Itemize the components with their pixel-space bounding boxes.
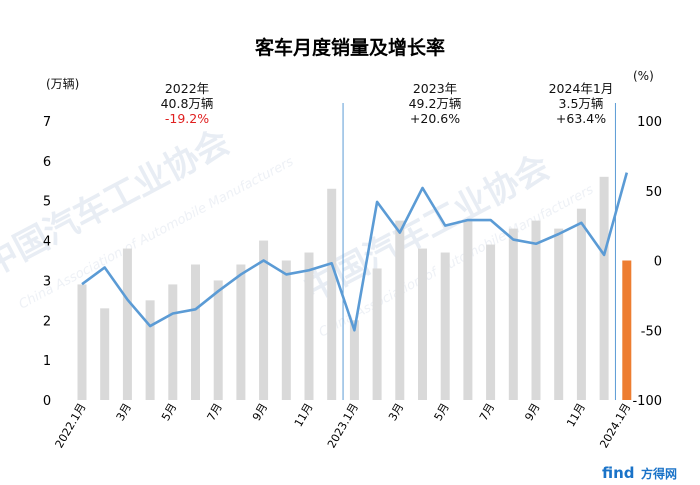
x-tick-label: 7月 bbox=[205, 401, 225, 423]
x-tick-label: 9月 bbox=[522, 401, 542, 423]
bar bbox=[122, 248, 132, 400]
bar bbox=[440, 252, 450, 400]
annotation-line: 2024年1月 bbox=[549, 81, 614, 96]
bar bbox=[463, 220, 473, 400]
x-tick-label: 11月 bbox=[564, 401, 588, 429]
bar bbox=[622, 260, 632, 400]
x-tick-label: 5月 bbox=[432, 401, 452, 423]
bar-series bbox=[77, 176, 632, 400]
bar bbox=[168, 284, 178, 400]
bar bbox=[395, 220, 405, 400]
annotation-line: +20.6% bbox=[410, 111, 460, 126]
x-tick-label: 3月 bbox=[114, 401, 134, 423]
footer-logo: find 方得网 bbox=[602, 464, 677, 482]
bar bbox=[486, 244, 496, 400]
bar bbox=[304, 252, 314, 400]
right-tick-label: 50 bbox=[645, 185, 662, 200]
left-axis-unit: (万辆) bbox=[46, 77, 79, 91]
bar bbox=[327, 188, 337, 400]
annotation-line: 3.5万辆 bbox=[559, 96, 604, 111]
bar bbox=[213, 280, 223, 400]
bar bbox=[372, 268, 382, 400]
left-tick-label: 6 bbox=[43, 155, 51, 170]
x-tick-label: 3月 bbox=[386, 401, 406, 423]
bar bbox=[77, 284, 87, 400]
annotation-line: 49.2万辆 bbox=[409, 96, 462, 111]
bar bbox=[145, 300, 155, 400]
x-tick-label: 2024.1月 bbox=[597, 401, 633, 450]
right-axis-unit: (%) bbox=[633, 69, 654, 83]
x-tick-label: 2023.1月 bbox=[325, 401, 361, 450]
left-tick-label: 4 bbox=[43, 235, 51, 250]
bar bbox=[508, 228, 518, 400]
bar bbox=[554, 228, 564, 400]
x-tick-label: 9月 bbox=[250, 401, 270, 423]
annotation-line: 2023年 bbox=[413, 81, 457, 96]
bar bbox=[281, 260, 291, 400]
bar bbox=[191, 264, 200, 400]
right-tick-label: 0 bbox=[654, 255, 662, 270]
x-tick-label: 5月 bbox=[159, 401, 179, 423]
x-tick-label: 11月 bbox=[292, 401, 316, 429]
x-axis-ticks: 2022.1月 3月 5月 7月 9月 11月 2023.1月 3月 5月 7月 9月 11月 2024… bbox=[53, 401, 634, 450]
annotation-line: +63.4% bbox=[556, 111, 606, 126]
left-tick-label: 7 bbox=[43, 115, 51, 130]
left-tick-label: 3 bbox=[43, 274, 51, 289]
left-tick-label: 1 bbox=[43, 354, 51, 369]
bar bbox=[599, 176, 609, 400]
left-tick-label: 5 bbox=[43, 195, 51, 210]
line-series bbox=[81, 172, 629, 332]
footer-logo-text: find bbox=[602, 464, 635, 482]
x-tick-label: 7月 bbox=[477, 401, 497, 423]
right-tick-label: 100 bbox=[637, 115, 662, 130]
bar bbox=[259, 240, 269, 400]
watermark: 中国汽车工业协会 中国汽车工业协会 China Association of A… bbox=[0, 122, 596, 341]
footer-logo-cn: 方得网 bbox=[641, 466, 677, 481]
bar bbox=[349, 320, 359, 400]
right-tick-label: -50 bbox=[641, 324, 662, 339]
bar bbox=[100, 308, 110, 400]
growth-line bbox=[81, 172, 629, 332]
x-tick-label: 2022.1月 bbox=[53, 401, 89, 450]
annotation-line: -19.2% bbox=[165, 111, 209, 126]
left-tick-label: 2 bbox=[43, 314, 51, 329]
annotation-line: 2022年 bbox=[165, 81, 209, 96]
left-tick-label: 0 bbox=[43, 394, 51, 409]
bar bbox=[418, 248, 427, 400]
bar bbox=[531, 220, 541, 400]
right-tick-label: -100 bbox=[632, 394, 662, 409]
left-axis-ticks: 0 1 2 3 4 5 6 7 bbox=[43, 115, 51, 409]
chart-title: 客车月度销量及增长率 bbox=[255, 36, 445, 59]
bar bbox=[576, 208, 586, 400]
bar bbox=[236, 264, 246, 400]
year-dividers bbox=[342, 103, 616, 400]
annotation-line: 40.8万辆 bbox=[161, 96, 214, 111]
right-axis-ticks: -100 -50 0 50 100 bbox=[632, 115, 662, 409]
